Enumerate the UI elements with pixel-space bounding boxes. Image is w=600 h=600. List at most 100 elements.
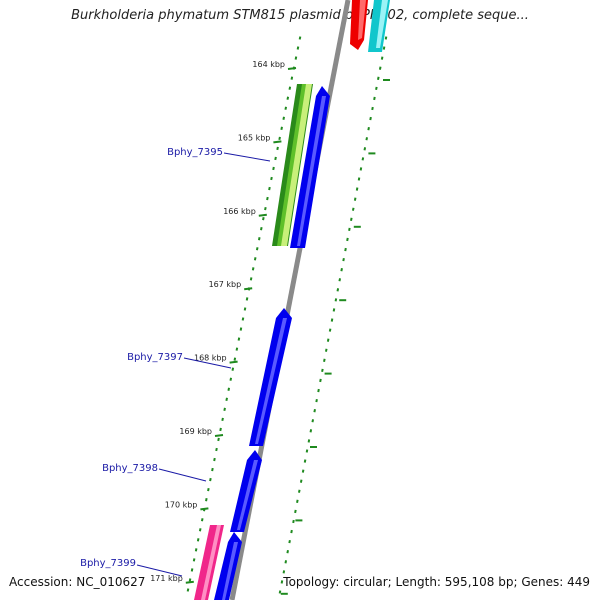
guide-dash-outer xyxy=(324,348,328,352)
guide-dash-inner xyxy=(253,257,257,261)
guide-dash-outer xyxy=(338,278,342,282)
guide-dash-inner xyxy=(233,357,237,361)
gene-red-highlight xyxy=(358,0,366,40)
guide-dash-inner xyxy=(272,166,275,171)
guide-dash-inner xyxy=(290,76,294,80)
guide-dash-inner xyxy=(237,337,241,341)
guide-dash-inner xyxy=(205,498,208,502)
guide-dash-inner xyxy=(264,206,267,211)
guide-dash-inner xyxy=(280,126,283,130)
guide-dash-inner xyxy=(255,247,259,251)
guide-dash-outer xyxy=(330,318,334,322)
tick-label: 164 kbp xyxy=(252,60,285,69)
guide-dash-outer xyxy=(303,459,307,463)
guide-dash-inner xyxy=(231,367,235,371)
gene-label-leader xyxy=(136,564,183,577)
guide-dash-inner xyxy=(241,317,245,321)
guide-dash-outer xyxy=(357,177,361,181)
kbp-ticks: 164 kbp 165 kbp 166 kbp 167 kbp 168 kbp 169 k… xyxy=(150,60,390,595)
guide-dash-inner xyxy=(221,417,224,422)
guide-dash-inner xyxy=(229,377,233,381)
guide-dash-outer xyxy=(342,257,345,262)
gene-cyan-highlight xyxy=(376,0,388,48)
guide-dash-inner xyxy=(209,477,212,482)
guide-dash-inner xyxy=(260,227,263,231)
guide-dash-inner xyxy=(227,387,231,391)
gene-bphy-7399-highlight xyxy=(201,525,221,600)
guide-dash-outer xyxy=(332,308,336,312)
guide-dash-outer xyxy=(373,96,376,101)
tick-label: 170 kbp xyxy=(165,500,198,509)
gene-blue-1-highlight xyxy=(297,96,326,246)
guide-dash-inner xyxy=(249,277,253,281)
guide-dash-outer xyxy=(365,137,368,141)
guide-dash-inner xyxy=(294,56,298,60)
gene-features xyxy=(194,0,390,600)
guide-dash-outer xyxy=(353,197,357,201)
guide-dash-outer xyxy=(290,529,293,534)
gene-labels: Bphy_7395 Bphy_7397 Bphy_7398 Bphy_7399 xyxy=(80,147,271,577)
guide-dash-inner xyxy=(211,467,214,472)
guide-dash-inner xyxy=(239,327,243,331)
map-title: Burkholderia phymatum STM815 plasmid pBP… xyxy=(71,8,529,23)
guide-dash-inner xyxy=(186,588,190,592)
tick-mark xyxy=(214,434,224,437)
guide-dash-outer xyxy=(344,247,347,252)
tick-label: 165 kbp xyxy=(238,133,271,142)
guide-dash-outer xyxy=(382,46,386,50)
guide-dash-inner xyxy=(274,156,277,161)
guide-dash-outer xyxy=(371,106,374,111)
guide-dash-inner xyxy=(245,297,249,301)
guide-dashes xyxy=(186,36,388,594)
tick-mark xyxy=(244,287,253,291)
guide-dash-inner xyxy=(219,427,222,432)
gene-blue-bottom-highlight xyxy=(222,542,238,600)
guide-dash-inner xyxy=(194,548,198,552)
guide-dash-inner xyxy=(286,96,290,100)
guide-dash-outer xyxy=(361,157,365,161)
guide-dash-inner xyxy=(188,578,192,582)
gene-label[interactable]: Bphy_7398 xyxy=(102,463,158,474)
guide-dash-inner xyxy=(288,86,292,90)
guide-dash-outer xyxy=(299,479,303,483)
tick-label: 167 kbp xyxy=(209,280,242,289)
guide-dash-inner xyxy=(278,136,281,141)
tick-label: 166 kbp xyxy=(223,207,256,216)
guide-dash-outer xyxy=(369,116,372,121)
guide-dash-outer xyxy=(363,147,367,151)
tick-label: 169 kbp xyxy=(179,427,212,436)
gene-label-leader xyxy=(183,357,232,369)
guide-dash-inner xyxy=(196,538,200,542)
guide-dash-outer xyxy=(334,298,338,302)
guide-dash-inner xyxy=(223,407,226,412)
accession-text: Accession: NC_010627 xyxy=(9,575,146,589)
gene-label[interactable]: Bphy_7399 xyxy=(80,558,136,569)
guide-dash-inner xyxy=(235,347,239,351)
guide-dash-inner xyxy=(276,146,279,151)
gene-bphy-7397-highlight xyxy=(255,318,287,444)
guide-dash-outer xyxy=(380,56,384,60)
guide-dash-outer xyxy=(294,509,297,514)
guide-dash-inner xyxy=(192,558,196,562)
gene-label-leader xyxy=(158,468,207,482)
guide-dash-outer xyxy=(315,398,318,403)
guide-dash-outer xyxy=(282,570,286,574)
guide-dash-outer xyxy=(336,288,340,292)
guide-dash-inner xyxy=(225,397,228,401)
tick-mark xyxy=(229,360,238,364)
gene-bphy-7395-light xyxy=(281,84,312,246)
topology-summary: Topology: circular; Length: 595,108 bp; … xyxy=(283,575,590,589)
guide-dash-outer xyxy=(378,66,382,70)
guide-dash-inner xyxy=(262,216,265,221)
guide-dash-outer xyxy=(309,429,313,433)
guide-dash-outer xyxy=(377,76,380,80)
guide-dash-inner xyxy=(284,106,288,110)
tick-mark xyxy=(287,67,297,70)
guide-dash-outer xyxy=(321,368,324,373)
gene-label[interactable]: Bphy_7395 xyxy=(167,147,223,158)
guide-dash-inner xyxy=(213,457,216,462)
guide-dash-outer xyxy=(350,217,353,221)
guide-dash-inner xyxy=(243,307,247,311)
gene-label[interactable]: Bphy_7397 xyxy=(127,352,183,363)
